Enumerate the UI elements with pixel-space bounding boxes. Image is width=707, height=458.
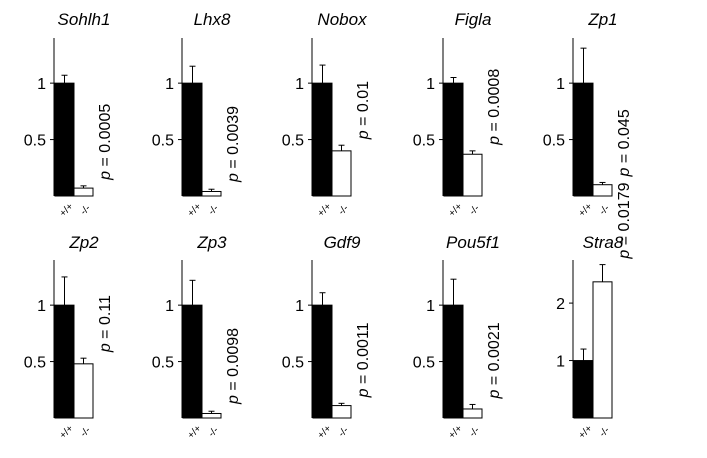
y-tick-label: 1 — [295, 76, 304, 93]
bar-wildtype — [54, 82, 75, 197]
y-tick-label: 0.5 — [24, 355, 46, 372]
panel-gdf9: Gdf9 0.5 1 +/+ -/- p = 0.0011 — [282, 233, 372, 441]
category-label: -/- — [598, 203, 612, 217]
y-tick-label: 0.5 — [282, 133, 304, 150]
p-value-annotation: p = 0.01 — [355, 81, 372, 140]
panel-pou5f1: Pou5f1 0.5 1 +/+ -/- p = 0.0021 — [413, 233, 503, 441]
bar-wildtype — [312, 304, 333, 419]
category-label: -/- — [207, 203, 221, 217]
y-tick-label: 1 — [37, 298, 46, 315]
category-label: +/+ — [186, 201, 204, 219]
panel-title: Zp3 — [196, 233, 227, 252]
y-tick-label: 1 — [556, 76, 565, 93]
y-tick-label: 0.5 — [282, 355, 304, 372]
category-label: -/- — [207, 425, 221, 439]
panel-title: Figla — [455, 10, 492, 29]
y-tick-label: 1 — [556, 354, 565, 371]
category-label: -/- — [337, 203, 351, 217]
bar-wildtype — [443, 304, 464, 419]
y-tick-label: 1 — [37, 76, 46, 93]
panel-lhx8: Lhx8 0.5 1 +/+ -/- p = 0.0039 — [152, 10, 242, 219]
category-label: +/+ — [447, 423, 465, 441]
panel-title: Stra8 — [583, 233, 624, 252]
p-value-annotation: p = 0.0011 — [355, 322, 372, 398]
category-label: +/+ — [577, 201, 595, 219]
category-label: -/- — [468, 425, 482, 439]
y-tick-label: 1 — [426, 76, 435, 93]
y-tick-label: 1 — [165, 298, 174, 315]
y-tick-label: 0.5 — [413, 133, 435, 150]
category-label: +/+ — [447, 201, 465, 219]
bar-wildtype — [443, 82, 464, 197]
category-label: +/+ — [577, 423, 595, 441]
panel-title: Zp1 — [587, 10, 617, 29]
category-label: +/+ — [316, 423, 334, 441]
bar-knockout — [201, 190, 222, 197]
panel-sohlh1: Sohlh1 0.5 1 +/+ -/- p = 0.0005 — [24, 10, 114, 219]
panel-nobox: Nobox 0.5 1 +/+ -/- p = 0.01 — [282, 10, 372, 219]
y-tick-label: 1 — [165, 76, 174, 93]
category-label: -/- — [79, 425, 93, 439]
y-tick-label: 0.5 — [152, 355, 174, 372]
bar-knockout — [331, 405, 352, 419]
p-value-annotation: p = 0.0008 — [486, 69, 503, 146]
bar-wildtype — [312, 82, 333, 197]
bar-knockout — [73, 187, 94, 197]
bar-wildtype — [182, 304, 203, 419]
y-tick-label: 2 — [556, 296, 565, 313]
panel-title: Lhx8 — [194, 10, 231, 29]
y-tick-label: 1 — [295, 298, 304, 315]
category-label: +/+ — [58, 423, 76, 441]
p-value-annotation: p = 0.0039 — [225, 106, 242, 183]
panel-title: Pou5f1 — [446, 233, 500, 252]
panel-title: Sohlh1 — [58, 10, 111, 29]
category-label: -/- — [337, 425, 351, 439]
bar-knockout — [331, 150, 352, 197]
panel-title: Nobox — [317, 10, 367, 29]
y-tick-label: 0.5 — [152, 133, 174, 150]
bar-wildtype — [573, 82, 594, 197]
p-value-annotation: p = 0.0179 — [616, 182, 633, 259]
bar-knockout — [592, 281, 613, 419]
bar-knockout — [73, 363, 94, 419]
p-value-annotation: p = 0.0098 — [225, 328, 242, 405]
y-tick-label: 0.5 — [543, 133, 565, 150]
bar-wildtype — [573, 360, 594, 419]
p-value-annotation: p = 0.11 — [97, 295, 114, 353]
category-label: -/- — [79, 203, 93, 217]
bar-wildtype — [182, 82, 203, 197]
bar-wildtype — [54, 304, 75, 419]
bar-knockout — [592, 184, 613, 197]
panel-title: Gdf9 — [324, 233, 361, 252]
p-value-annotation: p = 0.0021 — [486, 322, 503, 399]
panel-zp3: Zp3 0.5 1 +/+ -/- p = 0.0098 — [152, 233, 242, 441]
y-tick-label: 0.5 — [413, 355, 435, 372]
category-label: +/+ — [316, 201, 334, 219]
bar-knockout — [462, 408, 483, 419]
bar-knockout — [201, 412, 222, 419]
bar-knockout — [462, 153, 483, 197]
p-value-annotation: p = 0.0005 — [97, 104, 114, 181]
category-label: +/+ — [186, 423, 204, 441]
category-label: -/- — [598, 425, 612, 439]
y-tick-label: 0.5 — [24, 133, 46, 150]
p-value-annotation: p = 0.045 — [616, 109, 633, 177]
panel-title: Zp2 — [68, 233, 99, 252]
panel-zp2: Zp2 0.5 1 +/+ -/- p = 0.11 — [24, 233, 114, 441]
panel-figla: Figla 0.5 1 +/+ -/- p = 0.0008 — [413, 10, 503, 219]
category-label: +/+ — [58, 201, 76, 219]
y-tick-label: 1 — [426, 298, 435, 315]
category-label: -/- — [468, 203, 482, 217]
